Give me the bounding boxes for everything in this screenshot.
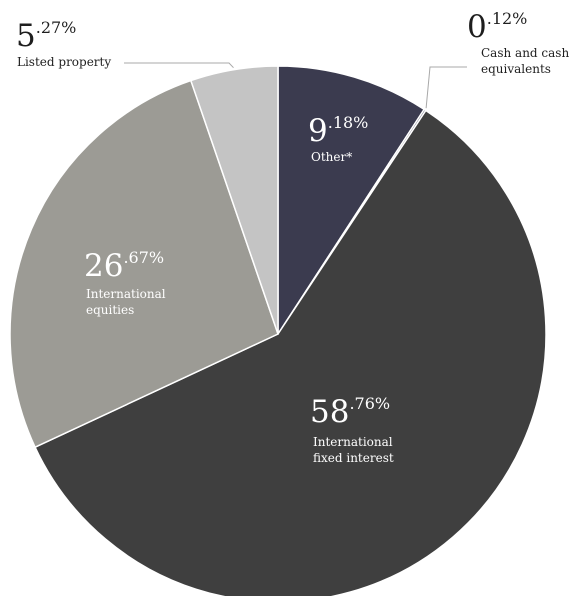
svg-text:26.67%: 26.67%	[84, 248, 164, 284]
value-whole-other: 9	[308, 113, 328, 149]
value-whole-cash: 0	[467, 9, 487, 45]
value-whole-listed-property: 5	[16, 18, 36, 54]
svg-text:0.12%: 0.12%	[467, 9, 527, 45]
label-fixed-interest: 58.76% International fixed interest	[310, 394, 394, 465]
leader-lines	[124, 62, 467, 109]
value-decimal-other: .18%	[328, 113, 369, 132]
slice-label-cash-line2: equivalents	[481, 62, 551, 76]
label-equities: 26.67% International equities	[84, 248, 166, 317]
pie-slices	[9, 65, 547, 596]
pie-slice-listed-property	[190, 65, 279, 335]
slice-label-fixed-interest-line1: International	[313, 435, 393, 449]
value-whole-fixed-interest: 58	[310, 394, 349, 430]
value-decimal-fixed-interest: .76%	[349, 394, 390, 413]
svg-text:5.27%: 5.27%	[16, 18, 76, 54]
slice-label-listed-property: Listed property	[17, 55, 111, 69]
value-decimal-equities: .67%	[123, 248, 164, 267]
label-cash: 0.12% Cash and cash equivalents	[467, 9, 569, 76]
value-whole-equities: 26	[84, 248, 123, 284]
value-decimal-cash: .12%	[487, 9, 528, 28]
leader-line-cash	[425, 66, 467, 109]
slice-label-equities-line2: equities	[86, 303, 134, 317]
label-listed-property: 5.27% Listed property	[16, 18, 111, 69]
svg-text:9.18%: 9.18%	[308, 113, 368, 149]
slice-label-other: Other*	[311, 150, 352, 164]
svg-text:58.76%: 58.76%	[310, 394, 390, 430]
slice-label-cash-line1: Cash and cash	[481, 46, 569, 60]
slice-label-fixed-interest-line2: fixed interest	[313, 451, 394, 465]
leader-line-listed-property	[124, 62, 234, 69]
pie-slice-international-fixed-interest	[34, 109, 547, 596]
value-decimal-listed-property: .27%	[36, 18, 77, 37]
pie-slice-international-equities	[9, 79, 279, 448]
slice-label-equities-line1: International	[86, 287, 166, 301]
pie-slice-other	[277, 65, 425, 335]
label-other: 9.18% Other*	[308, 113, 368, 164]
